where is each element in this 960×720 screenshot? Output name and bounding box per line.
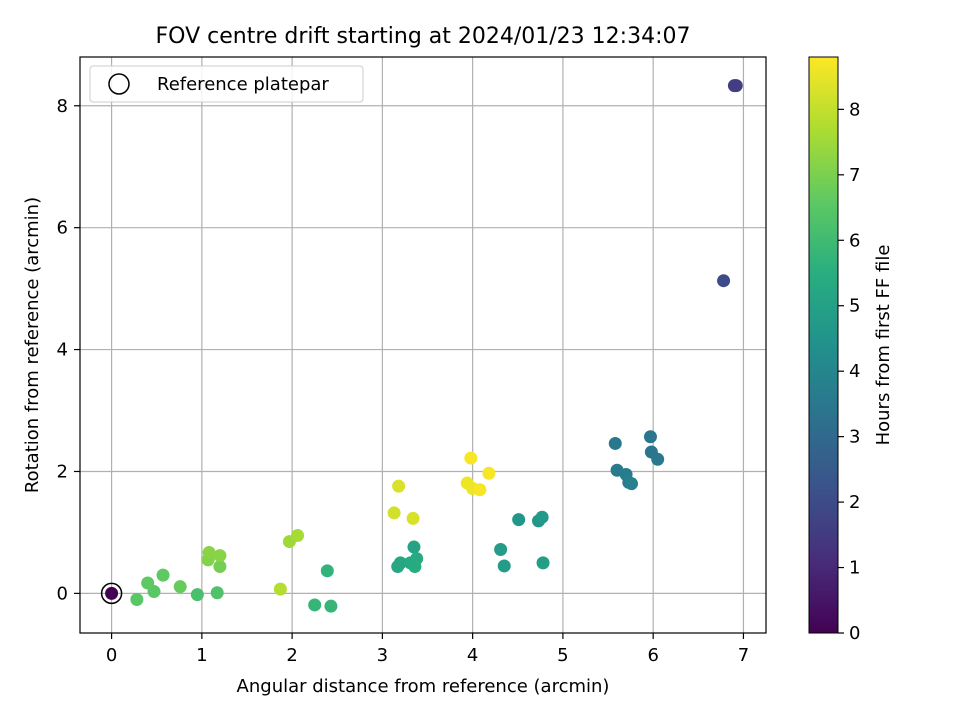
data-point: [213, 549, 227, 563]
data-point: [202, 546, 216, 560]
plot-frame: [79, 56, 767, 634]
colorbar-tick-label: 0: [849, 623, 860, 644]
x-tick-label: 6: [647, 645, 658, 666]
colorbar-tick-label: 8: [849, 99, 860, 120]
x-tick-label: 0: [106, 645, 117, 666]
y-axis-ticks: 0 2 4 6 8: [57, 96, 80, 604]
legend: Reference platepar: [89, 65, 364, 103]
data-points: [100, 79, 743, 613]
data-point: [392, 479, 406, 493]
data-point: [406, 511, 420, 525]
x-tick-label: 1: [196, 645, 207, 666]
colorbar-tick-label: 5: [849, 296, 860, 317]
data-point: [512, 513, 526, 527]
x-axis-ticks: 0 1 2 3 4 5 6 7: [106, 633, 749, 666]
data-point: [643, 430, 657, 444]
data-point: [190, 588, 204, 602]
data-point: [494, 542, 508, 556]
data-point: [497, 559, 511, 573]
y-axis-label: Rotation from reference (arcmin): [22, 197, 43, 493]
colorbar-tick-label: 7: [849, 165, 860, 186]
y-tick-label: 6: [57, 218, 68, 239]
colorbar-tick-label: 4: [849, 361, 860, 382]
legend-box: [89, 65, 364, 103]
data-point: [308, 598, 322, 612]
data-point: [273, 582, 287, 596]
data-point: [156, 568, 170, 582]
x-tick-label: 4: [467, 645, 478, 666]
x-tick-label: 5: [557, 645, 568, 666]
data-point: [464, 451, 478, 465]
data-point: [625, 477, 639, 491]
data-point: [210, 586, 224, 600]
data-point: [320, 564, 334, 578]
x-tick-label: 3: [377, 645, 388, 666]
reference-point-marker: [100, 582, 123, 605]
data-point: [141, 576, 155, 590]
colorbar-tick-label: 2: [849, 492, 860, 513]
data-point: [536, 556, 550, 570]
data-point: [535, 510, 549, 524]
data-point: [130, 592, 144, 606]
colorbar-tick-label: 1: [849, 558, 860, 579]
data-point: [213, 560, 227, 574]
x-tick-label: 2: [286, 645, 297, 666]
data-point: [729, 79, 743, 93]
data-point: [291, 528, 305, 542]
y-tick-label: 0: [57, 583, 68, 604]
data-point: [387, 506, 401, 520]
colorbar: [808, 56, 839, 634]
data-point: [608, 436, 622, 450]
colorbar-label: Hours from first FF file: [873, 245, 894, 446]
data-point: [324, 599, 338, 613]
colorbar-ticks: 0 1 2 3 4 5 6 7 8: [838, 99, 860, 644]
data-point: [105, 586, 119, 600]
data-point: [482, 466, 496, 480]
legend-marker: [108, 73, 130, 95]
chart-title: FOV centre drift starting at 2024/01/23 …: [156, 24, 691, 49]
legend-label: Reference platepar: [157, 74, 329, 95]
x-axis-label: Angular distance from reference (arcmin): [237, 676, 610, 697]
data-point: [717, 274, 731, 288]
y-tick-label: 4: [57, 340, 68, 361]
data-point: [473, 483, 487, 497]
data-point: [408, 560, 422, 574]
x-tick-label: 7: [738, 645, 749, 666]
data-point: [651, 452, 665, 466]
data-point: [173, 580, 187, 594]
colorbar-tick-label: 6: [849, 230, 860, 251]
data-point: [391, 560, 405, 574]
y-tick-label: 8: [57, 96, 68, 117]
y-tick-label: 2: [57, 461, 68, 482]
data-point: [407, 540, 421, 554]
colorbar-tick-label: 3: [849, 427, 860, 448]
